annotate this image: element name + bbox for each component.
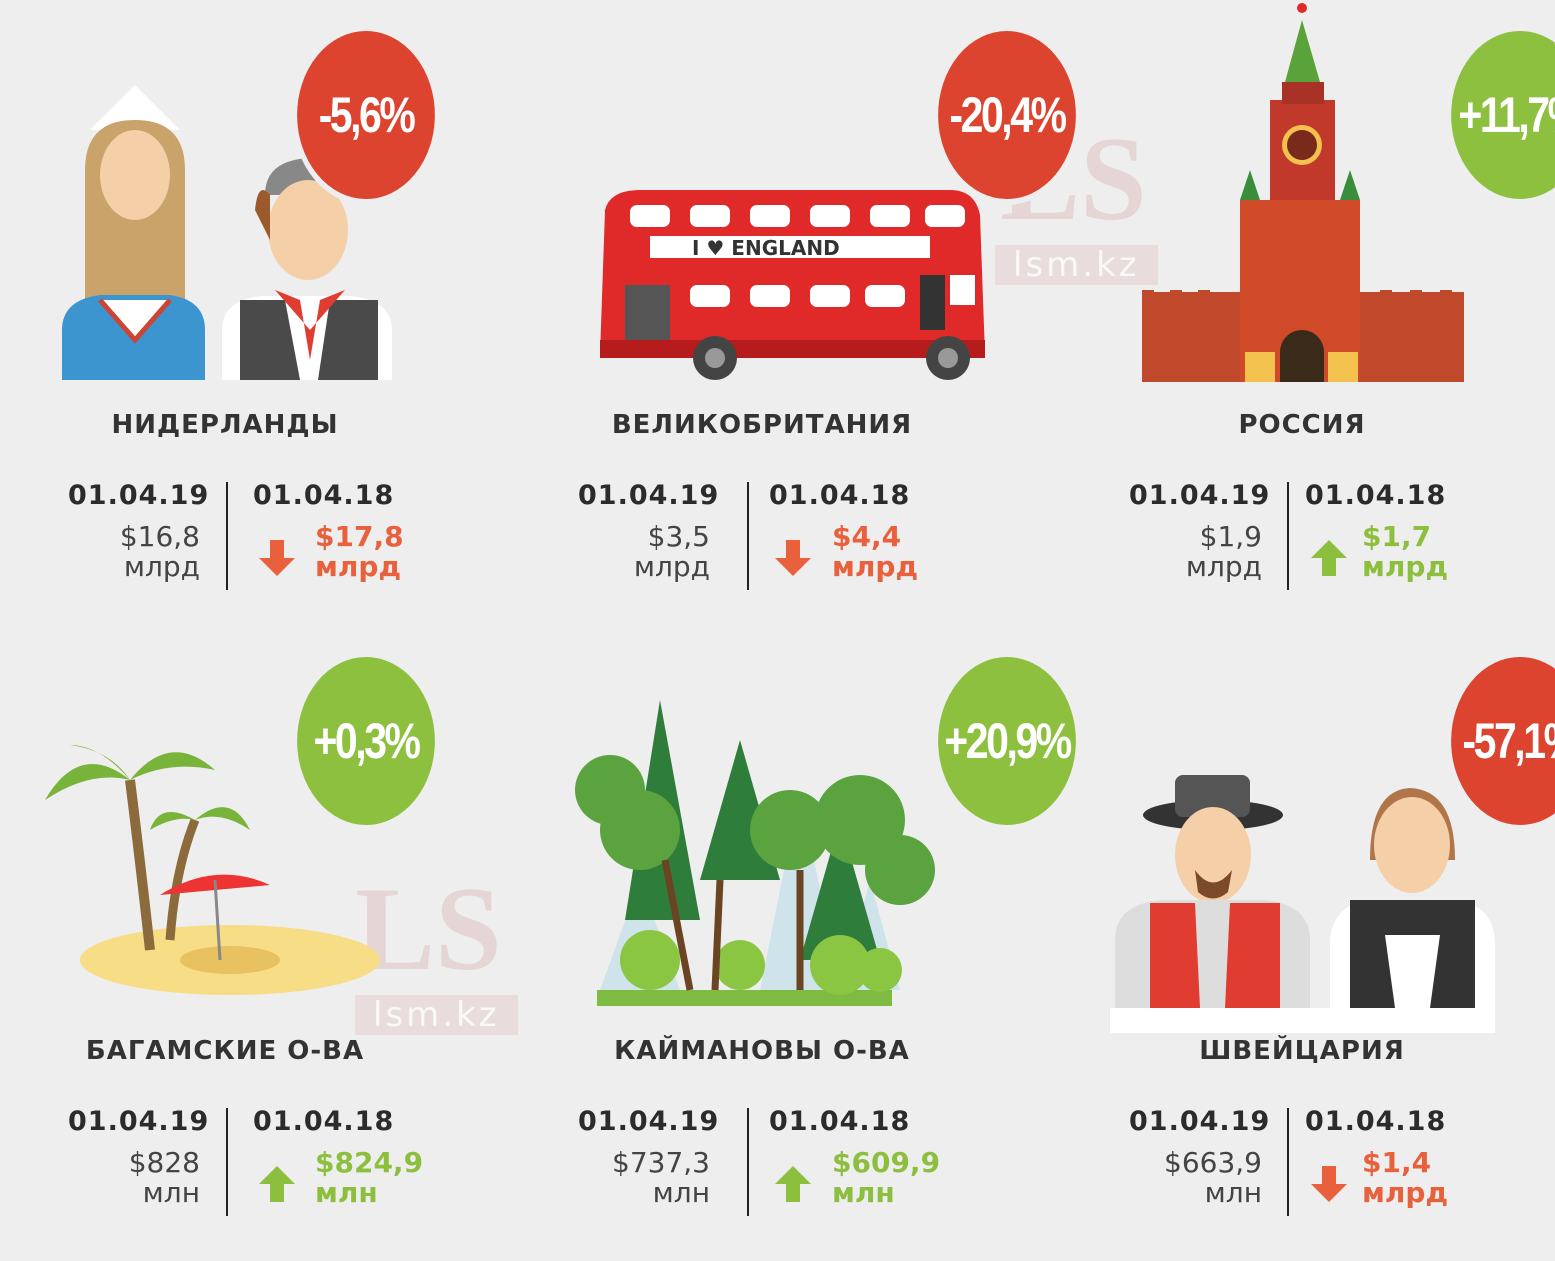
value-old-unit: млн xyxy=(832,1176,895,1209)
date-new: 01.04.19 xyxy=(68,480,210,511)
country-name: НИДЕРЛАНДЫ xyxy=(111,410,339,440)
country-card: +11,7%РОССИЯ01.04.1901.04.18$1,9млрд$1,7… xyxy=(1062,0,1555,630)
country-card: +0,3% БАГАМСКИЕ О-ВА 01.04.19 01.04.18 $828 м… xyxy=(0,626,520,1256)
value-old-amount: $1,7 xyxy=(1362,520,1432,553)
country-name: БАГАМСКИЕ О-ВА xyxy=(85,1036,365,1066)
value-old: $609,9 млн xyxy=(832,1148,940,1208)
date-old: 01.04.18 xyxy=(1305,480,1447,511)
value-new-amount: $663,9 xyxy=(1164,1146,1262,1179)
arrow-down-icon xyxy=(1311,1166,1347,1202)
watermark-site: lsm.kz xyxy=(355,995,518,1035)
value-old-amount: $609,9 xyxy=(832,1146,941,1179)
value-new-amount: $828 xyxy=(128,1146,200,1179)
value-new-amount: $737,3 xyxy=(612,1146,710,1179)
value-old-amount: $824,9 xyxy=(315,1146,424,1179)
date-old: 01.04.18 xyxy=(253,1106,395,1137)
country-card: +20,9% КАЙМАНОВЫ О-ВА 01.04.19 01.04.18 $737… xyxy=(512,626,1081,1256)
value-old: $17,8 млрд xyxy=(315,522,404,582)
value-new: $663,9 млн xyxy=(1122,1148,1262,1208)
divider xyxy=(747,1108,749,1216)
country-card: -57,1% ШВЕЙЦАРИЯ 01.04.19 01.04.18 $663,9млн… xyxy=(1062,626,1555,1256)
value-new-unit: млрд xyxy=(123,550,200,583)
arrow-up-icon xyxy=(1311,540,1347,576)
value-old-amount: $1,4 xyxy=(1362,1146,1432,1179)
divider xyxy=(1287,1108,1289,1216)
value-old: $1,7 млрд xyxy=(1362,522,1448,582)
date-new: 01.04.19 xyxy=(578,480,720,511)
change-badge: -57,1% xyxy=(1446,651,1555,831)
date-old: 01.04.18 xyxy=(769,1106,911,1137)
country-card: -20,4% ВЕЛИКОБРИТАНИЯ 01.04.19 01.04.18 $3,5… xyxy=(512,0,1081,630)
value-old-unit: млн xyxy=(315,1176,378,1209)
arrow-up-icon xyxy=(775,1166,811,1202)
value-new-amount: $3,5 xyxy=(647,520,710,553)
arrow-down-icon xyxy=(259,540,295,576)
date-old: 01.04.18 xyxy=(253,480,395,511)
change-badge: -20,4% xyxy=(933,25,1081,205)
date-new: 01.04.19 xyxy=(578,1106,720,1137)
value-new-unit: млрд xyxy=(633,550,710,583)
divider xyxy=(226,1108,228,1216)
value-new: $737,3 млн xyxy=(570,1148,710,1208)
country-name: РОССИЯ xyxy=(1238,410,1366,440)
date-new: 01.04.19 xyxy=(68,1106,210,1137)
value-old-unit: млрд xyxy=(832,550,919,583)
arrow-up-icon xyxy=(259,1166,295,1202)
value-old-unit: млрд xyxy=(315,550,402,583)
value-new-unit: млн xyxy=(1204,1176,1262,1209)
country-card: -5,6% НИДЕРЛАНДЫ 01.04.19 01.04.18 $16,8 млрд… xyxy=(0,0,520,630)
change-badge: +11,7% xyxy=(1446,25,1555,205)
date-old: 01.04.18 xyxy=(769,480,911,511)
watermark-site: lsm.kz xyxy=(995,245,1158,285)
country-name: ВЕЛИКОБРИТАНИЯ xyxy=(611,410,913,440)
change-badge: +20,9% xyxy=(933,651,1081,831)
value-old-unit: млрд xyxy=(1362,1176,1449,1209)
date-new: 01.04.19 xyxy=(1129,1106,1271,1137)
value-new: $3,5 млрд xyxy=(570,522,710,582)
value-new-unit: млрд xyxy=(1185,550,1262,583)
divider xyxy=(226,482,228,590)
value-new-amount: $1,9 xyxy=(1199,520,1262,553)
country-name: ШВЕЙЦАРИЯ xyxy=(1199,1036,1405,1066)
arrow-down-icon xyxy=(775,540,811,576)
value-old-amount: $17,8 xyxy=(315,520,404,553)
date-new: 01.04.19 xyxy=(1129,480,1271,511)
country-name: КАЙМАНОВЫ О-ВА xyxy=(614,1036,910,1066)
value-old: $824,9 млн xyxy=(315,1148,423,1208)
value-new-unit: млн xyxy=(142,1176,200,1209)
date-old: 01.04.18 xyxy=(1305,1106,1447,1137)
value-new: $1,9 млрд xyxy=(1122,522,1262,582)
value-new-unit: млн xyxy=(652,1176,710,1209)
watermark-logo: LS xyxy=(355,862,502,995)
value-new-amount: $16,8 xyxy=(119,520,200,553)
value-new: $828 млн xyxy=(60,1148,200,1208)
value-old-unit: млрд xyxy=(1362,550,1449,583)
bus-sign: I ♥ ENGLAND xyxy=(692,236,840,260)
value-old-amount: $4,4 xyxy=(832,520,902,553)
divider xyxy=(747,482,749,590)
change-badge: -5,6% xyxy=(292,25,440,205)
value-old: $1,4 млрд xyxy=(1362,1148,1448,1208)
value-new: $16,8 млрд xyxy=(60,522,200,582)
divider xyxy=(1287,482,1289,590)
change-badge: +0,3% xyxy=(292,651,440,831)
value-old: $4,4 млрд xyxy=(832,522,918,582)
